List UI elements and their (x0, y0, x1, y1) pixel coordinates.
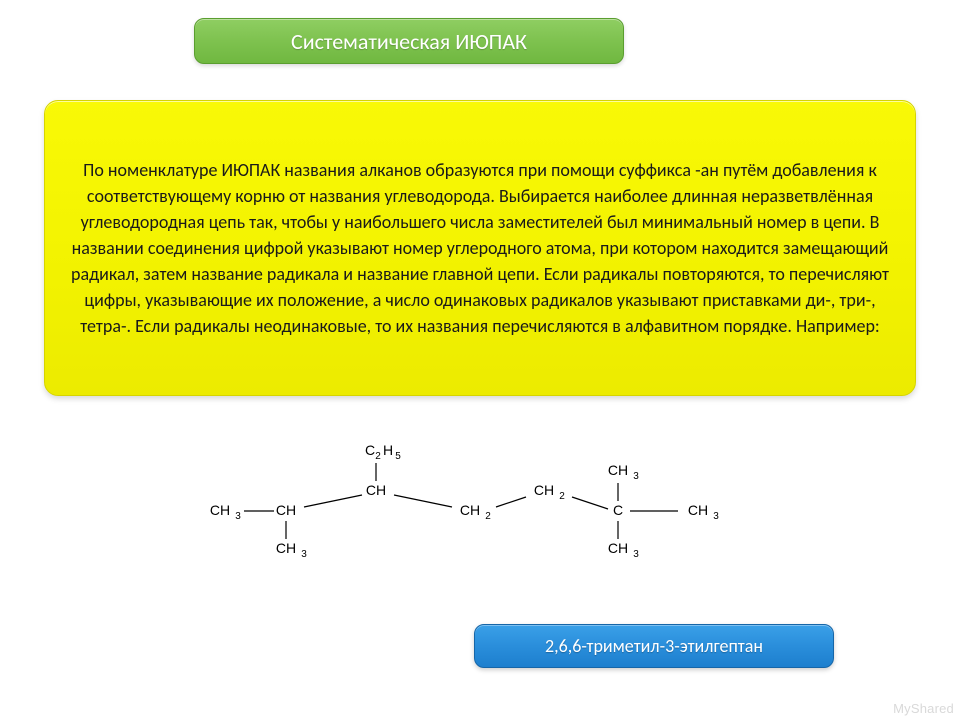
svg-text:3: 3 (301, 549, 307, 560)
svg-text:H: H (383, 442, 393, 458)
svg-text:CH: CH (276, 502, 296, 518)
svg-text:CH: CH (608, 540, 628, 556)
body-panel: По номенклатуре ИЮПАК названия алканов о… (44, 100, 916, 396)
formula-svg: CH3 CH CH CH2 CH2 C CH3 CH3 C2H5 CH3 CH3 (194, 425, 774, 575)
svg-text:CH: CH (534, 482, 554, 498)
svg-text:C: C (613, 502, 623, 518)
watermark-text: MyShared (893, 701, 954, 716)
svg-text:CH: CH (210, 502, 230, 518)
svg-text:CH: CH (688, 502, 708, 518)
title-pill: Систематическая ИЮПАК (194, 18, 624, 64)
svg-text:5: 5 (395, 451, 401, 462)
svg-text:3: 3 (713, 511, 719, 522)
svg-text:3: 3 (633, 471, 639, 482)
svg-text:C: C (365, 442, 375, 458)
svg-text:3: 3 (633, 549, 639, 560)
svg-text:CH: CH (276, 540, 296, 556)
watermark: MyShared (893, 701, 954, 716)
body-text: По номенклатуре ИЮПАК названия алканов о… (67, 157, 893, 340)
svg-text:CH: CH (460, 502, 480, 518)
svg-text:2: 2 (559, 491, 565, 502)
footer-pill: 2,6,6-триметил-3-этилгептан (474, 624, 834, 668)
svg-text:3: 3 (235, 511, 241, 522)
svg-text:CH: CH (608, 462, 628, 478)
svg-text:CH: CH (366, 482, 386, 498)
footer-text: 2,6,6-триметил-3-этилгептан (545, 635, 763, 657)
chemical-formula: CH3 CH CH CH2 CH2 C CH3 CH3 C2H5 CH3 CH3 (194, 425, 774, 575)
title-text: Систематическая ИЮПАК (291, 28, 527, 55)
svg-text:2: 2 (485, 511, 491, 522)
svg-text:2: 2 (375, 451, 381, 462)
